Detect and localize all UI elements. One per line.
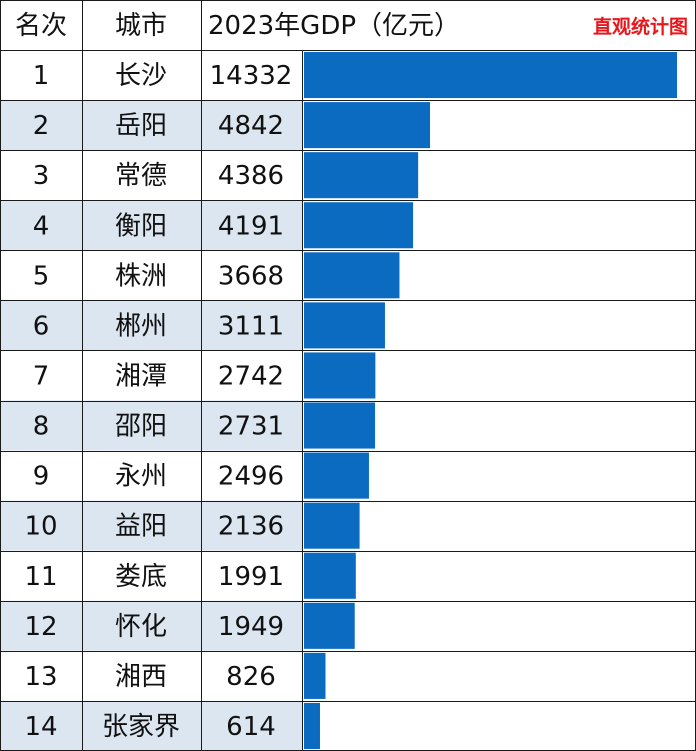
city-label: 衡阳 bbox=[115, 211, 167, 241]
city-label: 株洲 bbox=[115, 261, 167, 291]
city-label: 怀化 bbox=[115, 612, 167, 642]
rank-label: 4 bbox=[33, 211, 50, 241]
gdp-bar bbox=[304, 602, 355, 649]
gdp-bar bbox=[304, 402, 376, 449]
gdp-value-label: 614 bbox=[226, 712, 276, 742]
city-label: 张家界 bbox=[102, 712, 180, 742]
table-row: 5 株洲 3668 bbox=[0, 250, 400, 301]
rank-label: 13 bbox=[24, 662, 57, 692]
gdp-bar bbox=[304, 52, 677, 99]
gdp-bar bbox=[304, 652, 326, 699]
gdp-bar bbox=[304, 302, 385, 349]
gdp-bar bbox=[304, 702, 320, 749]
gdp-value-label: 1991 bbox=[218, 562, 284, 592]
table-row: 7 湘潭 2742 bbox=[0, 350, 376, 401]
table-row: 1 长沙 14332 bbox=[0, 50, 677, 101]
row-background bbox=[0, 650, 302, 701]
row-background bbox=[0, 100, 302, 151]
header-row bbox=[0, 0, 696, 50]
gdp-value-label: 1949 bbox=[218, 612, 284, 642]
city-label: 湘潭 bbox=[115, 361, 167, 391]
table-row: 12 怀化 1949 bbox=[0, 600, 355, 651]
table-row: 11 娄底 1991 bbox=[0, 550, 356, 601]
gdp-bar bbox=[304, 252, 400, 299]
rank-label: 9 bbox=[33, 462, 50, 492]
rank-label: 5 bbox=[33, 261, 50, 291]
gdp-value-label: 2136 bbox=[218, 512, 284, 542]
rank-label: 7 bbox=[33, 361, 50, 391]
row-background bbox=[0, 150, 302, 201]
header-city: 城市 bbox=[115, 11, 167, 41]
gdp-bar bbox=[304, 152, 419, 199]
table-row: 13 湘西 826 bbox=[0, 650, 326, 701]
row-background bbox=[0, 200, 302, 251]
brand-watermark: 直观统计图 bbox=[593, 15, 688, 38]
row-background bbox=[0, 550, 302, 601]
city-label: 岳阳 bbox=[115, 111, 167, 141]
gdp-value-label: 4386 bbox=[218, 161, 284, 191]
rank-label: 1 bbox=[33, 61, 50, 91]
city-label: 娄底 bbox=[115, 562, 167, 592]
gdp-bar bbox=[304, 552, 356, 599]
row-background bbox=[0, 50, 302, 101]
row-background bbox=[0, 250, 302, 301]
gdp-value-label: 826 bbox=[226, 662, 276, 692]
rank-label: 6 bbox=[33, 311, 50, 341]
gdp-value-label: 2731 bbox=[218, 412, 284, 442]
rank-label: 11 bbox=[24, 562, 57, 592]
table-row: 10 益阳 2136 bbox=[0, 500, 360, 551]
row-background bbox=[0, 300, 302, 351]
table-row: 3 常德 4386 bbox=[0, 150, 419, 201]
city-label: 湘西 bbox=[115, 662, 167, 692]
gdp-value-label: 4842 bbox=[218, 111, 284, 141]
row-background bbox=[0, 600, 302, 651]
table-row: 6 郴州 3111 bbox=[0, 300, 385, 351]
rank-label: 14 bbox=[24, 712, 57, 742]
table-row: 14 张家界 614 bbox=[0, 700, 320, 751]
gdp-bar bbox=[304, 502, 360, 549]
table-row: 4 衡阳 4191 bbox=[0, 200, 414, 251]
row-background bbox=[0, 700, 302, 751]
row-background bbox=[0, 400, 302, 451]
gdp-bar bbox=[304, 352, 376, 399]
table-row: 8 邵阳 2731 bbox=[0, 400, 376, 451]
row-background bbox=[0, 350, 302, 401]
city-label: 益阳 bbox=[115, 512, 167, 542]
header-gdp: 2023年GDP（亿元） bbox=[208, 11, 460, 41]
table-body: 1 长沙 14332 2 岳阳 4842 3 常德 4386 4 衡阳 4191 5 株洲 3668 6 郴州 3… bbox=[0, 50, 677, 751]
gdp-bar bbox=[304, 202, 414, 249]
city-label: 常德 bbox=[115, 161, 167, 191]
gdp-value-label: 2496 bbox=[218, 462, 284, 492]
rank-label: 12 bbox=[24, 612, 57, 642]
row-background bbox=[0, 500, 302, 551]
city-label: 郴州 bbox=[115, 311, 167, 341]
rank-label: 10 bbox=[24, 512, 57, 542]
gdp-value-label: 3111 bbox=[218, 311, 284, 341]
gdp-bar bbox=[304, 452, 369, 499]
city-label: 邵阳 bbox=[115, 412, 167, 442]
table-row: 2 岳阳 4842 bbox=[0, 100, 431, 151]
gdp-value-label: 3668 bbox=[218, 261, 284, 291]
rank-label: 8 bbox=[33, 412, 50, 442]
table-row: 9 永州 2496 bbox=[0, 450, 369, 501]
gdp-value-label: 2742 bbox=[218, 361, 284, 391]
gdp-value-label: 14332 bbox=[210, 61, 293, 91]
row-background bbox=[0, 450, 302, 501]
city-label: 长沙 bbox=[115, 61, 167, 91]
gdp-value-label: 4191 bbox=[218, 211, 284, 241]
header-rank: 名次 bbox=[15, 11, 67, 41]
rank-label: 2 bbox=[33, 111, 50, 141]
rank-label: 3 bbox=[33, 161, 50, 191]
gdp-bar bbox=[304, 102, 431, 149]
city-label: 永州 bbox=[115, 462, 167, 492]
